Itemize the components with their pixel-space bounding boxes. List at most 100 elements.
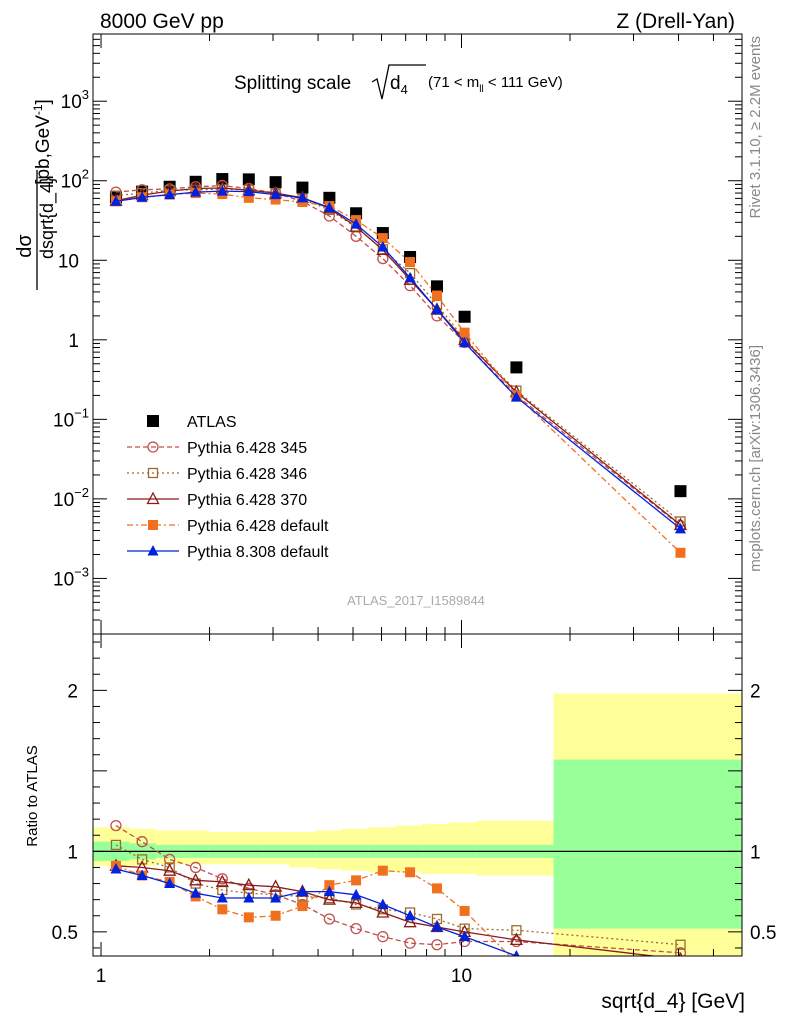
ratio-point bbox=[377, 898, 389, 909]
data-point bbox=[296, 191, 308, 203]
x-axis-title: sqrt{d_4} [GeV] bbox=[601, 990, 745, 1013]
y-axis-title-denominator: dsqrt{d_4} bbox=[37, 177, 58, 259]
ratio-point bbox=[404, 909, 416, 921]
ratio-point bbox=[163, 863, 177, 876]
y-tick-label: 103 bbox=[61, 87, 89, 113]
ratio-point bbox=[190, 887, 202, 898]
ratio-point bbox=[270, 910, 281, 921]
ratio-point bbox=[323, 885, 335, 897]
ratio-y-axis-title: Ratio to ATLAS bbox=[24, 745, 41, 846]
series-line bbox=[115, 184, 681, 527]
series-line bbox=[115, 190, 681, 530]
data-point bbox=[164, 188, 176, 200]
ratio-point bbox=[242, 877, 256, 891]
ratio-point bbox=[511, 957, 521, 967]
ratio-point bbox=[269, 879, 283, 892]
plot-title: Splitting scale bbox=[234, 73, 351, 94]
legend-marker bbox=[147, 545, 159, 556]
data-point bbox=[270, 194, 281, 205]
y-tick-label: 10−3 bbox=[53, 564, 89, 590]
ratio-y-tick-label-right: 2 bbox=[750, 681, 761, 702]
data-point bbox=[110, 195, 122, 206]
process-label: Z (Drell-Yan) bbox=[616, 10, 735, 33]
legend-item: Pythia 6.428 370 bbox=[127, 491, 307, 509]
ratio-point bbox=[431, 883, 442, 894]
ratio-point bbox=[322, 892, 336, 905]
ratio-plot-frame bbox=[92, 633, 743, 957]
ratio-point bbox=[270, 892, 282, 903]
legend-label: Pythia 6.428 default bbox=[187, 518, 329, 535]
data-point bbox=[459, 336, 471, 348]
data-point bbox=[243, 192, 254, 203]
ratio-point bbox=[110, 863, 122, 874]
ratio-line bbox=[115, 844, 681, 946]
ratio-y-tick-label-right: 1 bbox=[750, 842, 761, 863]
ratio-point bbox=[110, 839, 122, 851]
legend-marker bbox=[147, 415, 159, 427]
ratio-point bbox=[243, 912, 254, 923]
ratio-point bbox=[510, 935, 523, 948]
y-tick-label: 102 bbox=[61, 167, 89, 193]
data-point bbox=[323, 191, 336, 204]
y-tick-label: 10−2 bbox=[53, 485, 89, 511]
ratio-point bbox=[216, 873, 228, 885]
data-point bbox=[377, 240, 389, 252]
ratio-point bbox=[296, 885, 308, 897]
y-axis-title-numerator: dσ bbox=[14, 234, 36, 258]
plot-title-symbol: d4 bbox=[390, 73, 408, 97]
data-point bbox=[404, 250, 417, 263]
legend-label: Pythia 6.428 370 bbox=[187, 492, 307, 509]
ratio-series-pythia-8-308-default bbox=[110, 863, 686, 969]
legend-label: Pythia 6.428 346 bbox=[187, 466, 307, 483]
data-point bbox=[458, 310, 471, 323]
data-point bbox=[216, 185, 228, 196]
ratio-point bbox=[110, 819, 122, 832]
ratio-point bbox=[377, 931, 389, 943]
ratio-point bbox=[350, 888, 362, 900]
ratio-point bbox=[350, 922, 362, 935]
data-point bbox=[323, 201, 335, 213]
ratio-y-tick-label-right: 0.5 bbox=[750, 923, 776, 944]
data-point bbox=[269, 176, 282, 189]
ratio-y-tick-label: 1 bbox=[67, 842, 78, 863]
data-point bbox=[431, 303, 443, 315]
data-point bbox=[377, 233, 388, 244]
plot-title-range: (71 < mll < 111 GeV) bbox=[428, 74, 563, 95]
ratio-point bbox=[323, 913, 336, 925]
ratio-plot-panel: 0.5 0.5 1 1 2 2 1 10 Ratio to ATLAS sqrt{d_4} [… bbox=[24, 633, 776, 1013]
ratio-point bbox=[675, 980, 685, 990]
data-point bbox=[674, 485, 687, 498]
ratio-point bbox=[675, 958, 686, 969]
ratio-point bbox=[136, 854, 148, 865]
analysis-watermark: ATLAS_2017_I1589844 bbox=[347, 593, 485, 608]
ratio-point bbox=[404, 937, 416, 949]
legend-label: ATLAS bbox=[187, 414, 237, 431]
legend: ATLAS Pythia 6.428 345 Pythia 6.428 346 Pyt… bbox=[127, 414, 329, 561]
ratio-point bbox=[351, 875, 362, 886]
ratio-line bbox=[115, 825, 681, 954]
legend-marker bbox=[147, 441, 159, 453]
ratio-point bbox=[509, 932, 523, 946]
data-point bbox=[296, 181, 309, 194]
data-point bbox=[243, 185, 255, 197]
ratio-point bbox=[136, 869, 148, 880]
series-pythia-8-308-default bbox=[110, 185, 686, 534]
data-point bbox=[430, 280, 443, 293]
legend-label: Pythia 6.428 345 bbox=[187, 440, 307, 457]
ratio-point bbox=[349, 895, 363, 909]
data-point bbox=[405, 257, 416, 268]
data-point bbox=[510, 361, 523, 374]
data-point bbox=[459, 327, 470, 338]
legend-item: ATLAS bbox=[147, 414, 237, 431]
x-tick-label: 10 bbox=[451, 966, 472, 987]
ratio-point bbox=[431, 939, 443, 951]
ratio-point bbox=[376, 905, 390, 918]
data-point bbox=[675, 547, 686, 558]
y-tick-label: 10−1 bbox=[53, 405, 89, 431]
data-point bbox=[510, 391, 522, 402]
mcplots-credit-label: mcplots.cern.ch [arXiv:1306.3436] bbox=[747, 345, 764, 572]
ratio-point bbox=[164, 862, 175, 873]
ratio-line bbox=[115, 868, 530, 956]
